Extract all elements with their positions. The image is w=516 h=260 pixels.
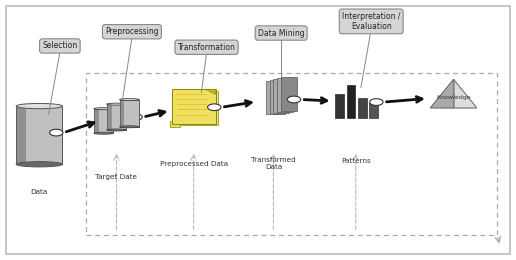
Ellipse shape <box>94 132 114 134</box>
Bar <box>347 85 355 118</box>
Text: Target Date: Target Date <box>95 174 137 180</box>
Text: Interpretation /
Evaluation: Interpretation / Evaluation <box>342 12 400 31</box>
Bar <box>266 81 281 114</box>
Text: Preprocessing: Preprocessing <box>105 27 159 36</box>
Bar <box>174 90 218 126</box>
Bar <box>369 103 378 118</box>
Ellipse shape <box>16 103 62 109</box>
Text: Data Mining: Data Mining <box>258 29 304 37</box>
Text: Transformation: Transformation <box>178 43 235 52</box>
Bar <box>16 106 26 164</box>
Polygon shape <box>454 80 477 108</box>
Bar <box>107 104 111 130</box>
Bar <box>120 100 139 127</box>
Bar <box>281 77 297 110</box>
Text: Selection: Selection <box>42 41 77 50</box>
Bar <box>94 109 99 133</box>
Text: Transformed
Data: Transformed Data <box>251 157 296 170</box>
Bar <box>172 89 216 124</box>
Polygon shape <box>205 89 216 94</box>
Ellipse shape <box>107 103 126 105</box>
Bar <box>16 106 62 164</box>
Ellipse shape <box>120 99 139 101</box>
Bar <box>269 80 285 114</box>
Circle shape <box>50 129 63 136</box>
Bar <box>16 106 28 164</box>
Text: Patterns: Patterns <box>341 158 370 164</box>
Bar <box>273 79 289 113</box>
Bar <box>107 104 126 130</box>
FancyBboxPatch shape <box>6 6 510 254</box>
Circle shape <box>287 96 301 103</box>
Ellipse shape <box>107 129 126 131</box>
Ellipse shape <box>94 108 114 110</box>
Circle shape <box>369 99 383 106</box>
Bar <box>358 98 366 118</box>
Bar <box>335 94 344 118</box>
Bar <box>170 121 180 127</box>
Circle shape <box>207 104 221 110</box>
Bar <box>120 100 124 127</box>
Text: Data: Data <box>30 190 48 196</box>
Ellipse shape <box>120 126 139 128</box>
Text: Knowledge: Knowledge <box>436 95 471 100</box>
Polygon shape <box>430 80 454 108</box>
Bar <box>277 78 293 112</box>
Circle shape <box>129 114 142 120</box>
Text: Preprocessed Data: Preprocessed Data <box>159 161 228 167</box>
Bar <box>94 109 114 133</box>
Ellipse shape <box>16 162 62 167</box>
Polygon shape <box>430 80 477 108</box>
